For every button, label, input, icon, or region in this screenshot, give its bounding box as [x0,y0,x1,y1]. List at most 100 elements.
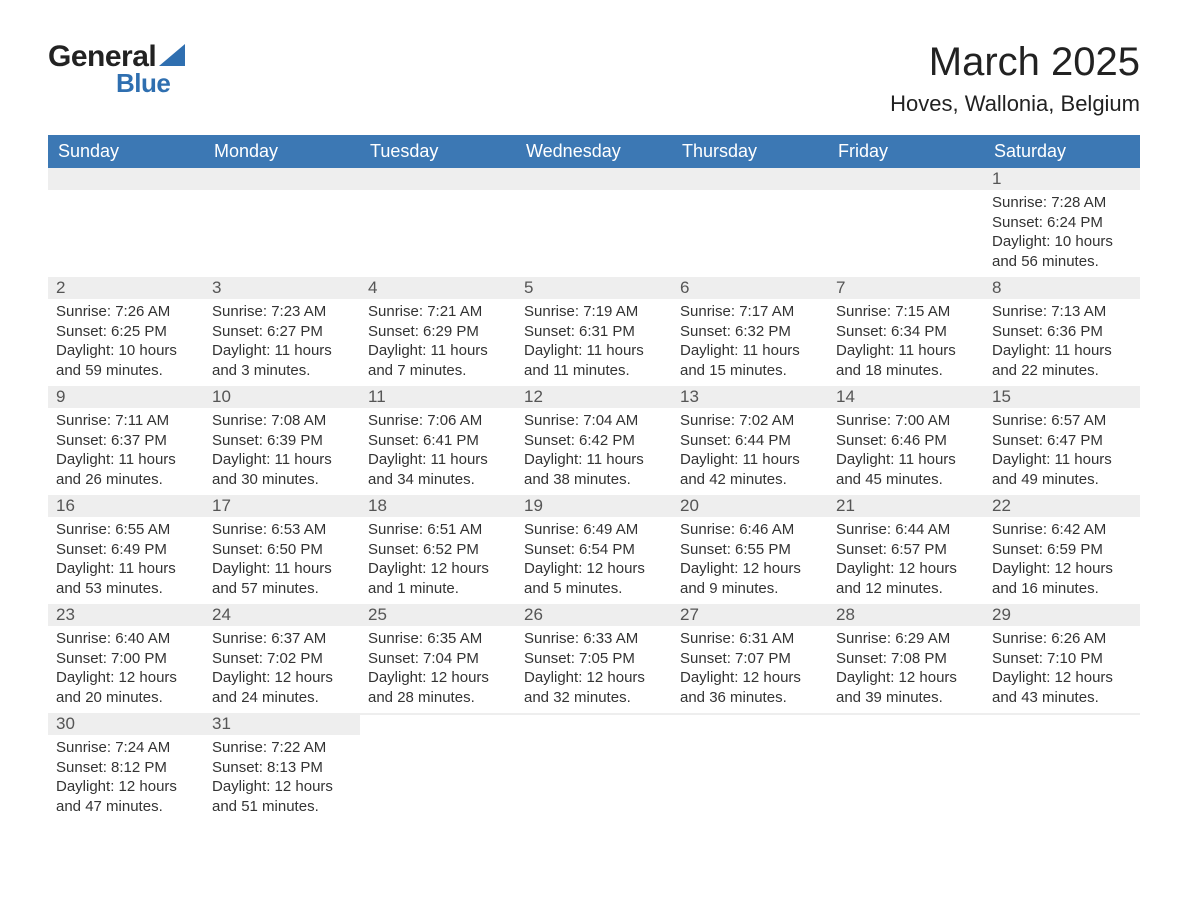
weekday-header: Sunday [48,135,204,168]
calendar-day-cell: 28 Sunrise: 6:29 AMSunset: 7:08 PMDayligh… [828,604,984,713]
day-number: 21 [828,495,984,517]
day-details [516,715,672,724]
day-dl2: and 56 minutes. [992,252,1132,272]
day-dl2: and 30 minutes. [212,470,352,490]
day-sunset: Sunset: 6:29 PM [368,322,508,342]
calendar-day-cell: 1Sunrise: 7:28 AMSunset: 6:24 PMDaylight… [984,168,1140,277]
calendar-day-cell: 31Sunrise: 7:22 AMSunset: 8:13 PMDayligh… [204,713,360,822]
day-number: 20 [672,495,828,517]
day-details: Sunrise: 6:37 AMSunset: 7:02 PMDaylight:… [204,626,360,713]
day-details: Sunrise: 7:24 AMSunset: 8:12 PMDaylight:… [48,735,204,822]
day-dl2: and 59 minutes. [56,361,196,381]
day-dl1: Daylight: 11 hours [992,341,1132,361]
day-sunset: Sunset: 6:49 PM [56,540,196,560]
calendar-day-cell: 19Sunrise: 6:49 AMSunset: 6:54 PMDayligh… [516,495,672,604]
day-dl1: Daylight: 11 hours [368,450,508,470]
day-details: Sunrise: 7:06 AMSunset: 6:41 PMDaylight:… [360,408,516,495]
day-sunrise: Sunrise: 6:35 AM [368,629,508,649]
day-dl1: Daylight: 12 hours [836,559,976,579]
day-sunset: Sunset: 6:39 PM [212,431,352,451]
title-block: March 2025 Hoves, Wallonia, Belgium [890,40,1140,117]
day-dl2: and 47 minutes. [56,797,196,817]
calendar-day-cell: 22Sunrise: 6:42 AMSunset: 6:59 PMDayligh… [984,495,1140,604]
day-sunrise: Sunrise: 6:57 AM [992,411,1132,431]
day-sunrise: Sunrise: 6:37 AM [212,629,352,649]
day-number: 14 [828,386,984,408]
day-number: 8 [984,277,1140,299]
calendar-day-cell [828,713,984,822]
day-number: 28 [828,604,984,626]
calendar-week-row: 2Sunrise: 7:26 AMSunset: 6:25 PMDaylight… [48,277,1140,386]
day-sunset: Sunset: 6:57 PM [836,540,976,560]
day-sunset: Sunset: 6:24 PM [992,213,1132,233]
day-details: Sunrise: 7:28 AMSunset: 6:24 PMDaylight:… [984,190,1140,277]
day-number: 11 [360,386,516,408]
day-sunrise: Sunrise: 6:29 AM [836,629,976,649]
day-sunset: Sunset: 8:13 PM [212,758,352,778]
day-sunrise: Sunrise: 6:51 AM [368,520,508,540]
day-details: Sunrise: 7:22 AMSunset: 8:13 PMDaylight:… [204,735,360,822]
day-details: Sunrise: 7:26 AMSunset: 6:25 PMDaylight:… [48,299,204,386]
day-dl1: Daylight: 11 hours [368,341,508,361]
day-sunrise: Sunrise: 7:21 AM [368,302,508,322]
day-sunset: Sunset: 6:44 PM [680,431,820,451]
day-dl2: and 34 minutes. [368,470,508,490]
weekday-header: Friday [828,135,984,168]
day-number [360,713,516,715]
day-dl1: Daylight: 12 hours [524,559,664,579]
day-sunrise: Sunrise: 7:08 AM [212,411,352,431]
day-sunset: Sunset: 6:34 PM [836,322,976,342]
day-sunset: Sunset: 7:05 PM [524,649,664,669]
day-dl2: and 26 minutes. [56,470,196,490]
day-details: Sunrise: 6:51 AMSunset: 6:52 PMDaylight:… [360,517,516,604]
calendar-day-cell [984,713,1140,822]
day-details: Sunrise: 6:46 AMSunset: 6:55 PMDaylight:… [672,517,828,604]
day-dl1: Daylight: 10 hours [992,232,1132,252]
day-sunset: Sunset: 8:12 PM [56,758,196,778]
day-sunset: Sunset: 7:08 PM [836,649,976,669]
day-details: Sunrise: 6:35 AMSunset: 7:04 PMDaylight:… [360,626,516,713]
day-dl1: Daylight: 11 hours [836,341,976,361]
day-sunrise: Sunrise: 7:28 AM [992,193,1132,213]
calendar-body: 0....0....0....0....0....0....1Sunrise: … [48,168,1140,822]
day-dl2: and 53 minutes. [56,579,196,599]
day-dl2: and 38 minutes. [524,470,664,490]
calendar-day-cell: 0.... [360,168,516,277]
calendar-day-cell: 5Sunrise: 7:19 AMSunset: 6:31 PMDaylight… [516,277,672,386]
calendar-day-cell: 18Sunrise: 6:51 AMSunset: 6:52 PMDayligh… [360,495,516,604]
day-sunset: Sunset: 6:52 PM [368,540,508,560]
day-dl1: Daylight: 12 hours [212,668,352,688]
day-sunrise: Sunrise: 7:02 AM [680,411,820,431]
day-number: 29 [984,604,1140,626]
calendar-day-cell: 26Sunrise: 6:33 AMSunset: 7:05 PMDayligh… [516,604,672,713]
day-sunrise: Sunrise: 7:17 AM [680,302,820,322]
day-number: 7 [828,277,984,299]
day-sunset: Sunset: 6:36 PM [992,322,1132,342]
day-sunset: Sunset: 6:50 PM [212,540,352,560]
day-number [828,713,984,715]
weekday-header: Thursday [672,135,828,168]
calendar-day-cell: 0.... [204,168,360,277]
day-details: Sunrise: 6:33 AMSunset: 7:05 PMDaylight:… [516,626,672,713]
day-sunrise: Sunrise: 6:44 AM [836,520,976,540]
day-number: 5 [516,277,672,299]
day-number: 18 [360,495,516,517]
calendar-day-cell: 15Sunrise: 6:57 AMSunset: 6:47 PMDayligh… [984,386,1140,495]
day-sunrise: Sunrise: 7:13 AM [992,302,1132,322]
day-number: 17 [204,495,360,517]
sail-icon [159,44,185,66]
day-details: Sunrise: 7:17 AMSunset: 6:32 PMDaylight:… [672,299,828,386]
calendar-week-row: 16Sunrise: 6:55 AMSunset: 6:49 PMDayligh… [48,495,1140,604]
day-sunset: Sunset: 7:04 PM [368,649,508,669]
day-dl1: Daylight: 12 hours [836,668,976,688]
day-sunset: Sunset: 6:42 PM [524,431,664,451]
day-dl2: and 42 minutes. [680,470,820,490]
calendar-day-cell: 27Sunrise: 6:31 AMSunset: 7:07 PMDayligh… [672,604,828,713]
day-details: Sunrise: 6:31 AMSunset: 7:07 PMDaylight:… [672,626,828,713]
weekday-header: Wednesday [516,135,672,168]
day-dl1: Daylight: 10 hours [56,341,196,361]
day-details: Sunrise: 7:15 AMSunset: 6:34 PMDaylight:… [828,299,984,386]
day-dl2: and 3 minutes. [212,361,352,381]
day-dl2: and 9 minutes. [680,579,820,599]
day-dl2: and 7 minutes. [368,361,508,381]
